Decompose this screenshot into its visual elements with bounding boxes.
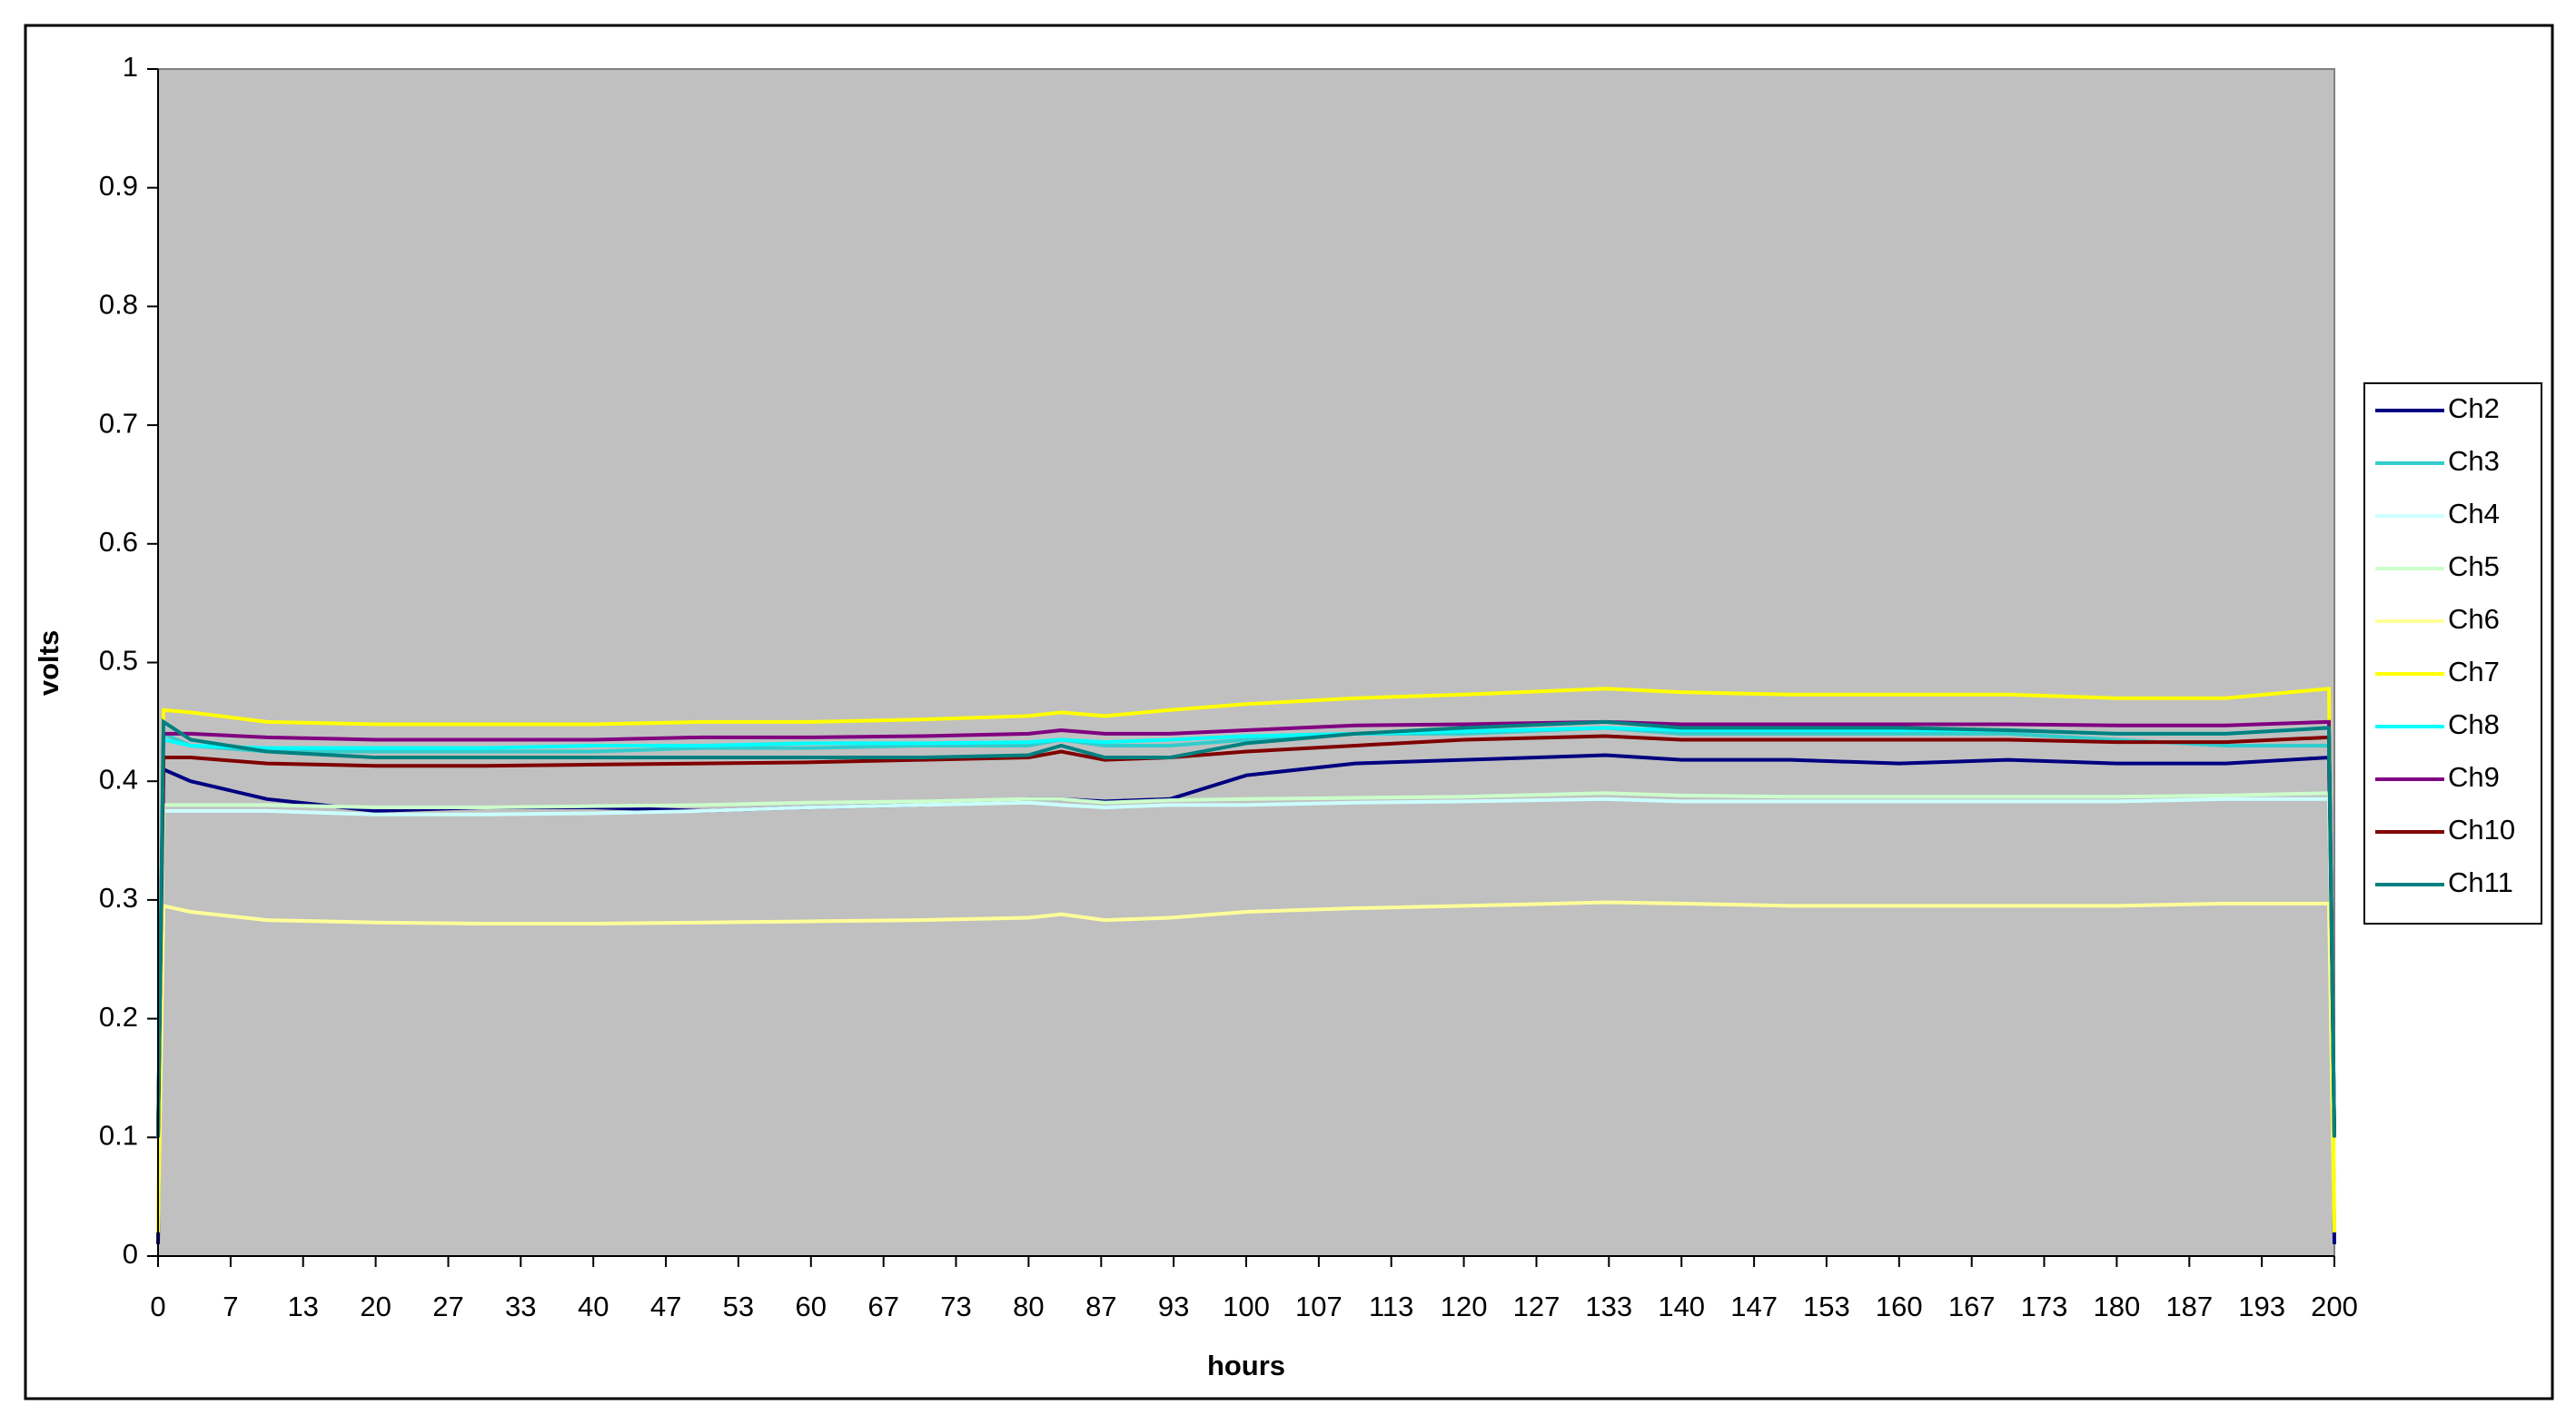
legend-label: Ch5 (2448, 550, 2500, 582)
y-tick-label: 0.7 (99, 407, 138, 439)
series-line (156, 791, 2336, 1138)
x-tick-label: 200 (2311, 1291, 2358, 1322)
x-tick-label: 27 (432, 1291, 463, 1322)
series-line (156, 687, 2336, 1232)
legend-label: Ch11 (2448, 866, 2513, 898)
series-line (156, 797, 2336, 1138)
y-tick-label: 0.9 (99, 170, 138, 202)
x-tick-label: 20 (360, 1291, 391, 1322)
legend-label: Ch6 (2448, 603, 2500, 635)
x-tick-label: 127 (1513, 1291, 1560, 1322)
x-tick-label: 107 (1295, 1291, 1342, 1322)
x-tick-label: 33 (505, 1291, 536, 1322)
x-tick-label: 140 (1658, 1291, 1705, 1322)
series-line (156, 900, 2336, 1232)
series-line (156, 726, 2336, 1138)
x-tick-label: 93 (1158, 1291, 1189, 1322)
x-tick-label: 60 (796, 1291, 827, 1322)
series-line (156, 718, 2336, 1138)
legend-label: Ch8 (2448, 708, 2500, 740)
x-tick-label: 13 (287, 1291, 318, 1322)
y-tick-label: 0.4 (99, 763, 138, 795)
legend-label: Ch10 (2448, 814, 2515, 846)
x-tick-label: 120 (1441, 1291, 1488, 1322)
x-tick-label: 67 (867, 1291, 898, 1322)
legend-label: Ch4 (2448, 498, 2500, 529)
legend-label: Ch2 (2448, 392, 2500, 424)
y-tick-label: 0.3 (99, 882, 138, 914)
x-tick-label: 167 (1948, 1291, 1996, 1322)
series-line (156, 719, 2336, 1138)
y-tick-label: 0.2 (99, 1001, 138, 1033)
y-tick-label: 0 (123, 1238, 138, 1270)
legend-label: Ch3 (2448, 445, 2500, 477)
y-tick-label: 0.5 (99, 645, 138, 677)
x-tick-label: 47 (650, 1291, 681, 1322)
y-axis-title: volts (33, 630, 64, 696)
x-tick-label: 73 (940, 1291, 971, 1322)
x-tick-label: 153 (1803, 1291, 1850, 1322)
x-tick-label: 87 (1085, 1291, 1116, 1322)
x-tick-label: 147 (1730, 1291, 1778, 1322)
x-tick-label: 160 (1876, 1291, 1923, 1322)
x-axis-title: hours (1207, 1350, 1285, 1381)
x-tick-label: 80 (1013, 1291, 1044, 1322)
y-tick-label: 0.6 (99, 526, 138, 558)
x-tick-label: 0 (150, 1291, 165, 1322)
x-tick-label: 100 (1223, 1291, 1270, 1322)
y-tick-label: 0.1 (99, 1119, 138, 1151)
x-tick-label: 53 (723, 1291, 754, 1322)
x-tick-label: 7 (223, 1291, 238, 1322)
plot-area (157, 68, 2335, 1257)
x-tick-label: 40 (578, 1291, 609, 1322)
x-tick-label: 113 (1369, 1291, 1413, 1322)
x-tick-label: 173 (2021, 1291, 2068, 1322)
x-tick-label: 193 (2238, 1291, 2285, 1322)
legend-label: Ch7 (2448, 656, 2500, 688)
x-tick-label: 133 (1585, 1291, 1632, 1322)
y-tick-label: 0.8 (99, 289, 138, 321)
x-tick-label: 187 (2165, 1291, 2213, 1322)
x-tick-label: 180 (2094, 1291, 2141, 1322)
y-tick-label: 1 (123, 51, 138, 83)
legend-label: Ch9 (2448, 761, 2500, 793)
